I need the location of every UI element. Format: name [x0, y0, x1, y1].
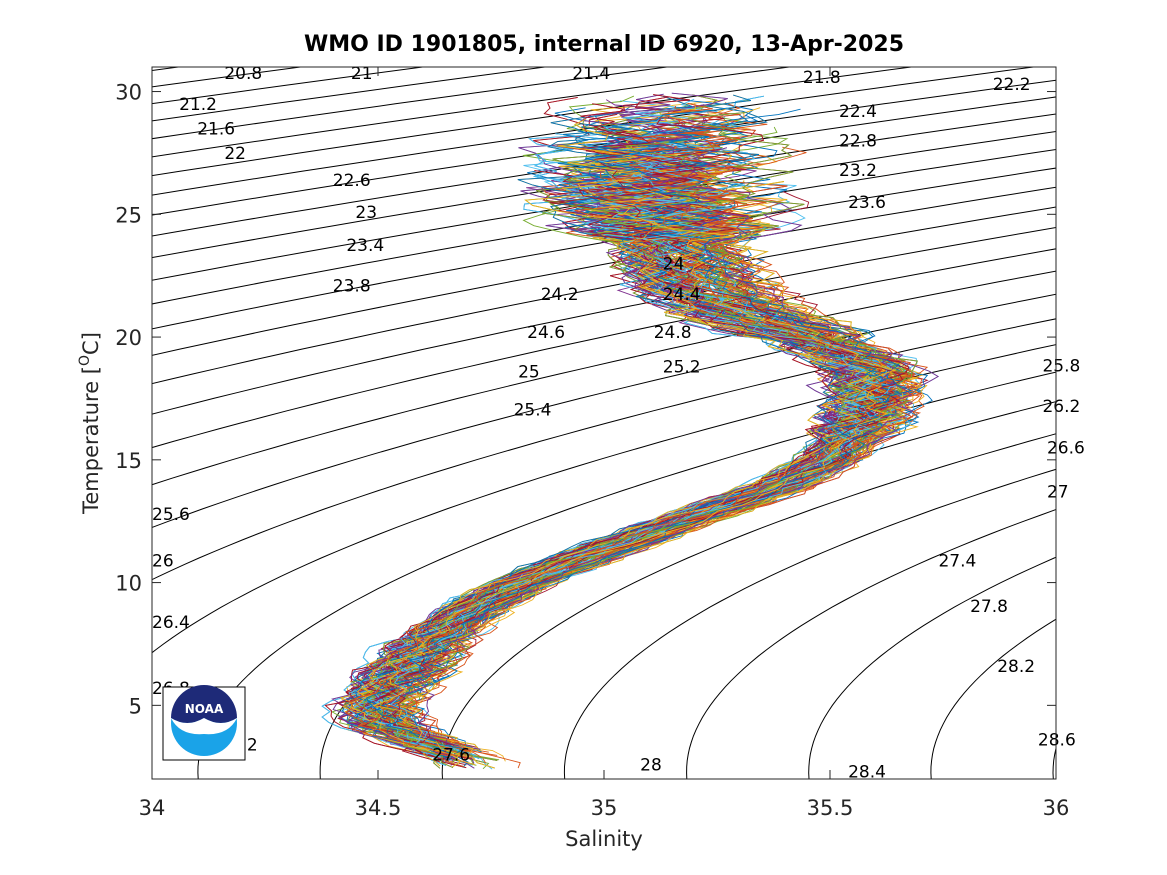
isopycnal-line [0, 55, 28, 792]
isopycnal-label: 28.6 [1038, 731, 1076, 751]
isopycnal-label: 21.4 [572, 64, 610, 84]
isopycnal-line [152, 131, 1056, 281]
profile-line [344, 172, 896, 768]
profile-line [354, 190, 890, 759]
isopycnal-line [152, 248, 1056, 449]
isopycnal-label: 28.4 [848, 763, 886, 783]
profile-line [389, 153, 892, 749]
profile-line [395, 181, 922, 755]
y-tick-label: 5 [129, 694, 142, 718]
profile-line [347, 109, 853, 748]
isopycnal-label: 23.8 [333, 277, 371, 297]
isopycnal-label: 25.8 [1042, 356, 1080, 376]
noaa-logo-top [171, 685, 237, 723]
isopycnal-label: 25.6 [152, 505, 190, 525]
profile-line [378, 112, 919, 756]
x-axis-label: Salinity [565, 827, 643, 851]
isopycnal-label: 25 [518, 362, 540, 382]
isopycnal-label: 27.4 [938, 551, 976, 571]
isopycnal-label: 23.6 [848, 193, 886, 213]
isopycnal-label: 26.4 [152, 613, 190, 633]
isopycnal-label: 22.8 [839, 132, 877, 152]
isopycnal-label: 26 [152, 551, 174, 571]
x-tick-label: 35.5 [807, 796, 854, 820]
profile-line [365, 109, 913, 742]
isopycnal-label: 28 [640, 755, 662, 775]
isopycnal-label: 23.4 [346, 236, 384, 256]
isopycnal-line [152, 318, 1056, 581]
isopycnal-label: 23.2 [839, 161, 877, 181]
profile-line [349, 189, 874, 758]
x-axis: 34 34.5 35 35.5 36 [139, 67, 1070, 820]
isopycnal-label: 22.4 [839, 102, 877, 122]
isopycnal-line [152, 79, 1056, 216]
y-axis-label-suffix: C] [79, 332, 103, 355]
x-tick-label: 34 [139, 796, 166, 820]
profile-lines [321, 92, 939, 770]
y-tick-label: 20 [115, 326, 142, 350]
x-tick-label: 34.5 [355, 796, 402, 820]
isopycnal-label: 23 [355, 203, 377, 223]
isopycnal-label: 24.2 [541, 285, 579, 305]
x-tick-label: 36 [1043, 796, 1070, 820]
y-axis-label-prefix: Temperature [ [79, 366, 103, 515]
isopycnal-line [152, 270, 1056, 486]
isopycnal-label: 25.4 [514, 400, 552, 420]
isopycnal-label: 27 [1047, 483, 1069, 503]
profile-line [384, 102, 916, 747]
isopycnal-line [152, 96, 1056, 237]
isopycnal-label: 27.6 [432, 745, 470, 765]
isopycnal-line [152, 344, 1056, 654]
profile-line [363, 135, 877, 769]
y-tick-label: 15 [115, 449, 142, 473]
y-tick-label: 10 [115, 572, 142, 596]
y-tick-label: 30 [115, 81, 142, 105]
isopycnal-line [686, 508, 1056, 779]
isopycnal-label: 27.8 [970, 597, 1008, 617]
x-tick-label: 35 [591, 796, 618, 820]
isopycnal-label: 21.8 [803, 68, 841, 88]
y-axis-label: Temperature [OC] [77, 332, 103, 515]
y-axis-label-degree: O [77, 355, 93, 366]
isopycnal-label: 22.2 [993, 75, 1031, 95]
isopycnal-label: 24.4 [663, 285, 701, 305]
isopycnal-label: 26.2 [1042, 397, 1080, 417]
profile-line [371, 186, 896, 766]
isopycnal-line [152, 167, 1056, 330]
isopycnal-label: 25.2 [663, 358, 701, 378]
y-axis: 5 10 15 20 25 30 [115, 81, 1056, 718]
isopycnal-label: 28.2 [997, 657, 1035, 677]
isopycnal-line [152, 67, 1038, 196]
isopycnal-label: 24.8 [654, 323, 692, 343]
isopycnal-label: 20.8 [224, 64, 262, 84]
profile-line [353, 173, 878, 763]
isopycnal-line [152, 293, 1056, 528]
y-tick-label: 25 [115, 203, 142, 227]
isopycnal-label: 2 [247, 736, 258, 756]
noaa-logo: NOAA [162, 685, 246, 761]
isopycnal-label: 22.6 [333, 171, 371, 191]
chart-title: WMO ID 1901805, internal ID 6920, 13-Apr… [304, 32, 904, 57]
isopycnal-label: 22 [224, 144, 246, 164]
isopycnal-label: 21 [351, 64, 373, 84]
profile-line [386, 157, 904, 742]
noaa-logo-wave [171, 718, 237, 735]
isopycnal-label: 24 [663, 254, 685, 274]
profile-line [355, 130, 851, 742]
isopycnal-label: 21.6 [197, 119, 235, 139]
isopycnal-line [563, 468, 1056, 779]
profile-line [338, 165, 854, 745]
isopycnal-label: 24.6 [527, 323, 565, 343]
noaa-logo-text: NOAA [185, 702, 224, 716]
isopycnal-label: 21.2 [179, 95, 217, 115]
isopycnal-line [441, 433, 1056, 779]
isopycnal-line [808, 556, 1056, 779]
isopycnal-line [152, 149, 1056, 305]
isopycnal-label: 26.6 [1047, 439, 1085, 459]
isopycnal-line [0, 55, 150, 792]
isopycnal-line [930, 618, 1056, 779]
isopycnal-line [1052, 746, 1056, 779]
